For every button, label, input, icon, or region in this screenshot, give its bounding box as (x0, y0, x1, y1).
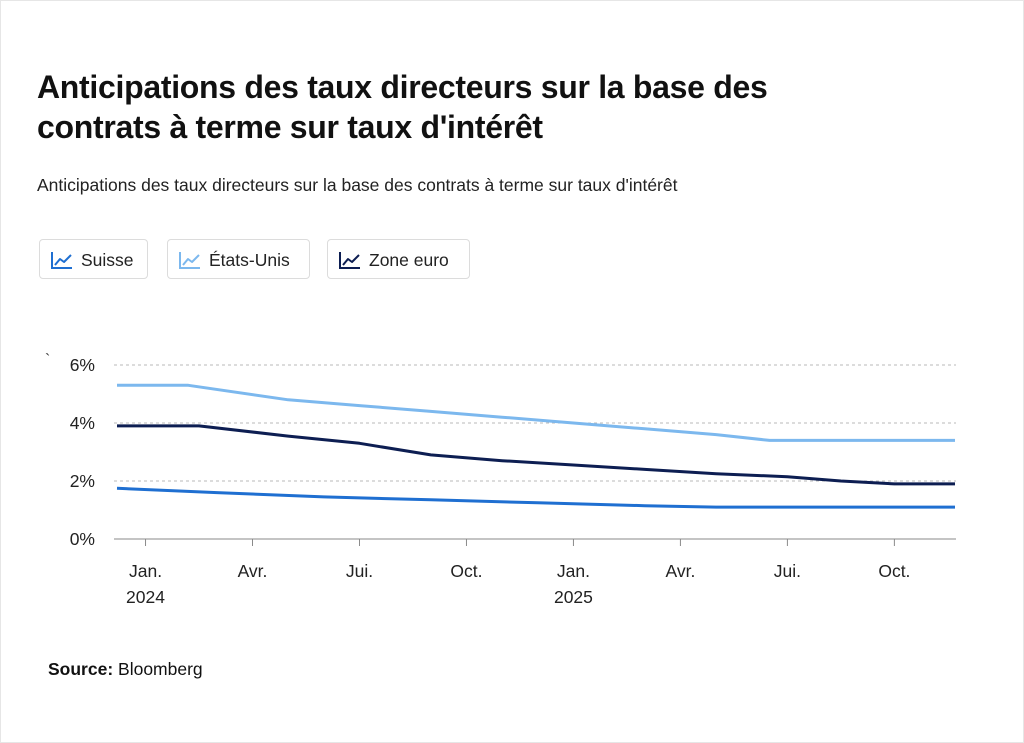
x-tick-label: Oct. (878, 561, 910, 581)
line-chart-icon (51, 252, 72, 269)
x-tick-label: Jan. (129, 561, 162, 581)
x-tick-label: Oct. (450, 561, 482, 581)
series-line-etats-unis (117, 383, 955, 442)
series-line-suisse (116, 486, 955, 509)
source-value: Bloomberg (118, 659, 203, 679)
grid (114, 364, 956, 482)
legend-label: Suisse (81, 250, 134, 270)
line-chart-icon (339, 252, 360, 269)
source-label: Source: (48, 659, 114, 679)
x-tick-label: Avr. (665, 561, 695, 581)
legend-label: États-Unis (209, 250, 290, 270)
y-tick-label: 6% (70, 355, 95, 375)
line-chart: ` 0% 2% 4% 6% Jan. 2024 Avr. Jui. Oct. Jan. 2025 Av… (45, 352, 956, 607)
stray-mark: ` (45, 352, 50, 369)
x-tick-label: Jan. (557, 561, 590, 581)
series-lines (116, 383, 955, 509)
source-note: Source: Bloomberg (48, 658, 203, 680)
x-tick-year-label: 2025 (554, 587, 593, 607)
legend-label: Zone euro (369, 250, 449, 270)
y-tick-label: 2% (70, 471, 95, 491)
x-axis: Jan. 2024 Avr. Jui. Oct. Jan. 2025 Avr. Jui. Oct. (114, 538, 956, 607)
x-tick-label: Jui. (346, 561, 373, 581)
x-tick-year-label: 2024 (126, 587, 165, 607)
chart-subtitle: Anticipations des taux directeurs sur la… (37, 175, 678, 195)
y-tick-label: 0% (70, 529, 95, 549)
line-chart-icon (179, 252, 200, 269)
series-line-zone-euro (117, 424, 955, 486)
x-tick-label: Avr. (238, 561, 268, 581)
y-axis: ` 0% 2% 4% 6% (45, 352, 95, 549)
legend-item-etats-unis[interactable]: États-Unis (167, 239, 310, 279)
y-tick-label: 4% (70, 413, 95, 433)
chart-title: Anticipations des taux directeurs sur la… (37, 69, 768, 145)
x-tick-label: Jui. (774, 561, 801, 581)
legend-item-suisse[interactable]: Suisse (39, 239, 148, 279)
legend-item-zone-euro[interactable]: Zone euro (327, 239, 470, 279)
